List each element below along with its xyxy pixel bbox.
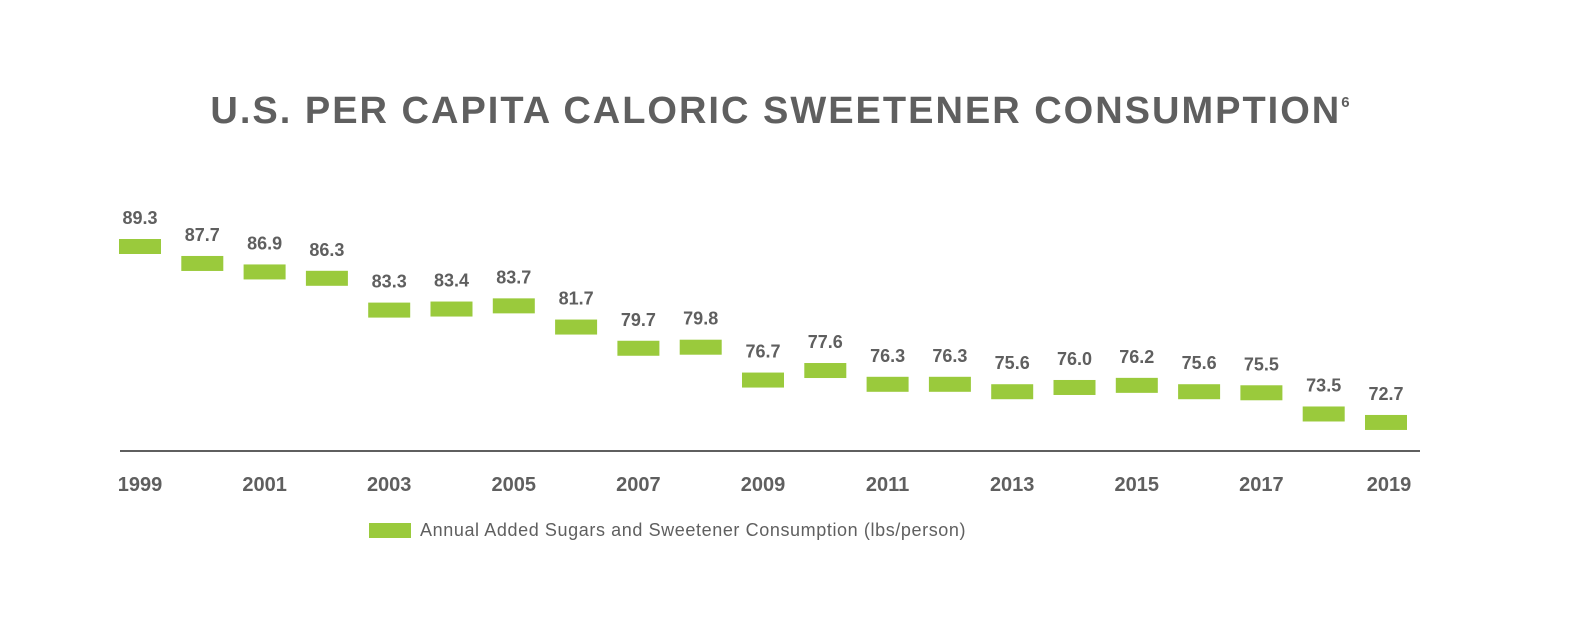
- bar-2001: [243, 264, 286, 280]
- data-label-2004: 83.4: [434, 271, 469, 291]
- data-label-2006: 81.7: [559, 289, 594, 309]
- x-tick-2019: 2019: [1367, 474, 1412, 496]
- x-tick-2015: 2015: [1115, 474, 1160, 496]
- bar-2017: [1240, 385, 1283, 401]
- x-tick-2017: 2017: [1239, 474, 1284, 496]
- x-tick-2013: 2013: [990, 474, 1035, 496]
- chart-title-text: U.S. PER CAPITA CALORIC SWEETENER CONSUM…: [210, 90, 1342, 132]
- data-label-2008: 79.8: [683, 309, 718, 329]
- data-label-2018: 73.5: [1306, 375, 1341, 395]
- data-label-2000: 87.7: [185, 225, 220, 245]
- bar-2016: [1178, 384, 1221, 400]
- bar-2013: [991, 384, 1034, 400]
- legend-swatch: [369, 523, 411, 538]
- bar-2010: [804, 363, 847, 379]
- data-label-2017: 75.5: [1244, 354, 1279, 374]
- data-label-2019: 72.7: [1368, 384, 1403, 404]
- x-tick-2011: 2011: [866, 474, 909, 496]
- data-label-2016: 75.6: [1182, 353, 1217, 373]
- data-label-2011: 76.3: [870, 346, 905, 366]
- data-label-2009: 76.7: [745, 342, 780, 362]
- bar-2011: [866, 376, 909, 392]
- legend-label: Annual Added Sugars and Sweetener Consum…: [420, 520, 967, 540]
- data-label-2012: 76.3: [932, 346, 967, 366]
- data-label-2013: 75.6: [995, 353, 1030, 373]
- bar-1999: [119, 239, 161, 254]
- bar-2002: [305, 270, 348, 286]
- bar-2019: [1365, 414, 1407, 430]
- data-label-2005: 83.7: [496, 267, 531, 287]
- data-label-2010: 77.6: [808, 332, 843, 352]
- bar-2000: [181, 255, 224, 271]
- bar-2012: [928, 376, 971, 392]
- data-label-2007: 79.7: [621, 310, 656, 330]
- bar-2014: [1053, 379, 1096, 395]
- bar-2015: [1115, 377, 1158, 393]
- bar-2008: [679, 339, 722, 355]
- data-label-2002: 86.3: [309, 240, 344, 260]
- x-tick-2005: 2005: [492, 474, 537, 496]
- title-footnote: 6: [1341, 94, 1350, 111]
- bar-2005: [492, 298, 535, 314]
- data-label-2003: 83.3: [372, 272, 407, 292]
- data-label-2001: 86.9: [247, 233, 282, 253]
- data-label-1999: 89.3: [122, 208, 157, 228]
- legend: Annual Added Sugars and Sweetener Consum…: [369, 520, 966, 541]
- bar-2007: [617, 340, 660, 356]
- chart-title: U.S. PER CAPITA CALORIC SWEETENER CONSUM…: [0, 90, 1560, 133]
- data-label-2015: 76.2: [1119, 347, 1154, 367]
- bar-2003: [368, 302, 411, 318]
- x-tick-2009: 2009: [741, 474, 786, 496]
- bar-2004: [430, 301, 473, 317]
- x-tick-2007: 2007: [616, 474, 661, 496]
- data-label-2014: 76.0: [1057, 349, 1092, 369]
- x-tick-1999: 1999: [118, 474, 163, 496]
- bar-2018: [1302, 406, 1345, 422]
- bar-2009: [742, 372, 784, 388]
- x-tick-2001: 2001: [242, 474, 287, 496]
- bar-2006: [555, 319, 598, 335]
- x-tick-2003: 2003: [367, 474, 412, 496]
